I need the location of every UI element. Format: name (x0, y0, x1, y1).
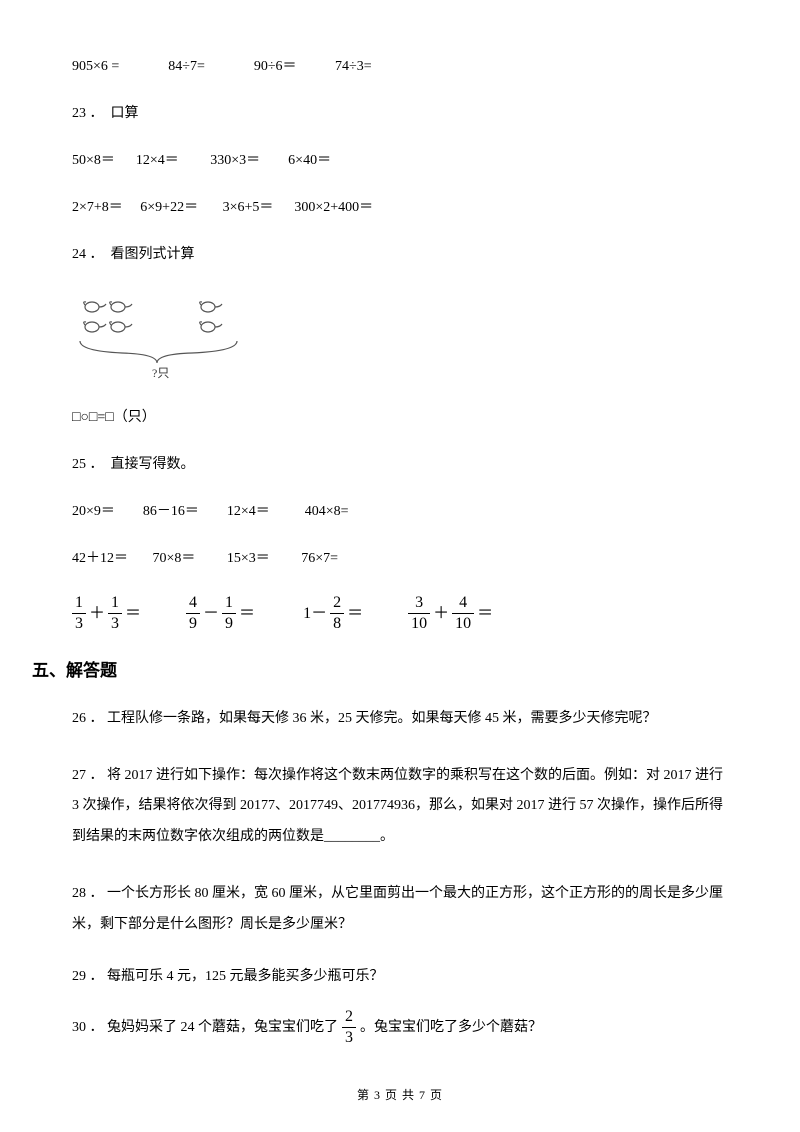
frac-group-2: 49 － 19 ＝ (186, 595, 258, 632)
q26: 26 ． 工程队修一条路，如果每天修 36 米，25 天修完。如果每天修 45 … (72, 708, 728, 729)
q25-row1: 20×9＝ 86－16＝ 12×4＝ 404×8= (72, 501, 728, 522)
q25-label: 25 ． 直接写得数。 (72, 454, 728, 475)
q25-fraction-row: 13 ＋ 13 ＝ 49 － 19 ＝ 1－ 28 ＝ 310 ＋ 410 ＝ (72, 595, 728, 632)
q25-row2: 42＋12＝ 70×8＝ 15×3＝ 76×7= (72, 548, 728, 569)
frac-group-3: 1－ 28 ＝ (300, 595, 366, 632)
frac-group-4: 310 ＋ 410 ＝ (408, 595, 496, 632)
q24-figure: ?只 (72, 291, 728, 381)
figure-label: ?只 (152, 366, 169, 380)
q23-row1: 50×8＝ 12×4＝ 330×3＝ 6×40＝ (72, 150, 728, 171)
question-row-top: 905×6 = 84÷7= 90÷6＝ 74÷3= (72, 56, 728, 77)
q30: 30 ． 兔妈妈采了 24 个蘑菇，兔宝宝们吃了 2 3 。兔宝宝们吃了多少个蘑… (72, 1009, 728, 1046)
frac-group-1: 13 ＋ 13 ＝ (72, 595, 144, 632)
q23-row2: 2×7+8＝ 6×9+22＝ 3×6+5＝ 300×2+400＝ (72, 197, 728, 218)
q29: 29 ． 每瓶可乐 4 元，125 元最多能买多少瓶可乐？ (72, 966, 728, 987)
q30-post: 。兔宝宝们吃了多少个蘑菇？ (360, 1017, 542, 1038)
q30-pre: 30 ． 兔妈妈采了 24 个蘑菇，兔宝宝们吃了 (72, 1017, 338, 1038)
q24-label: 24 ． 看图列式计算 (72, 244, 728, 265)
section-5-heading: 五、解答题 (32, 658, 728, 684)
page-footer: 第 3 页 共 7 页 (0, 1086, 800, 1104)
q28: 28 ． 一个长方形长 80 厘米，宽 60 厘米，从它里面剪出一个最大的正方形… (72, 879, 728, 941)
q23-label: 23 ． 口算 (72, 103, 728, 124)
mouse-diagram: ?只 (72, 291, 247, 381)
q24-blank: □○□=□（只） (72, 407, 728, 428)
q27: 27 ． 将 2017 进行如下操作：每次操作将这个数末两位数字的乘积写在这个数… (72, 761, 728, 853)
